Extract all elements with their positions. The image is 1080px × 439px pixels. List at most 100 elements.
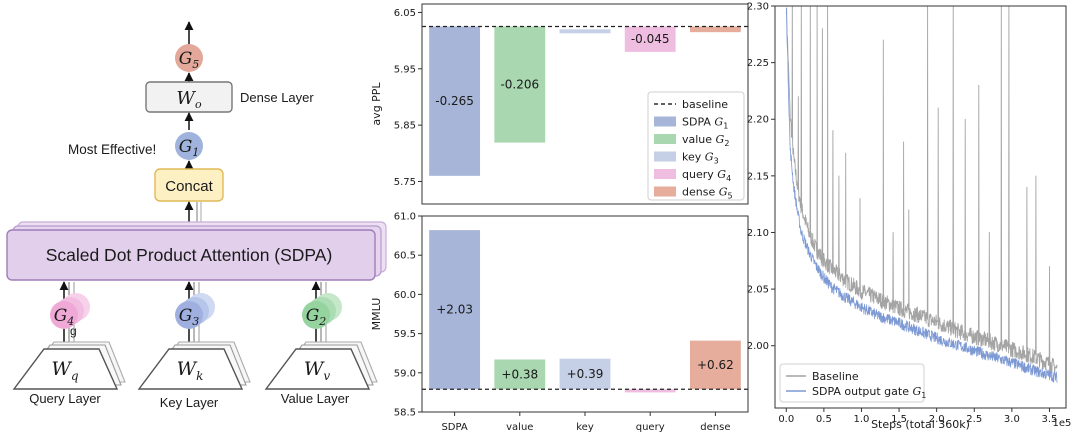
query-layer-label: Query Layer bbox=[29, 391, 101, 406]
y-tick-label-2: 5.95 bbox=[394, 64, 416, 75]
gate-g2-label: G2 bbox=[306, 306, 327, 328]
legend-swatch-5 bbox=[654, 186, 676, 197]
bar-4 bbox=[689, 26, 741, 33]
x-tick-label-0: SDPA bbox=[441, 422, 467, 433]
y-tick-label-1: 5.85 bbox=[394, 121, 416, 132]
concat-label: Concat bbox=[165, 178, 213, 195]
y-tick-label-5: 61.0 bbox=[394, 212, 416, 223]
y-tick-label-3: 6.05 bbox=[394, 8, 416, 19]
x-multiplier-label: 1e5 bbox=[1053, 418, 1072, 429]
bar-2 bbox=[559, 29, 611, 34]
y-tick-label-3: 2.15 bbox=[747, 171, 769, 182]
bar-0 bbox=[429, 230, 481, 390]
gate-g1-circle bbox=[175, 132, 203, 160]
y-tick-label-5: 2.25 bbox=[747, 58, 769, 69]
legend-label-0: Baseline bbox=[812, 370, 859, 383]
bar-2 bbox=[559, 358, 611, 390]
y-axis-label: MMLU bbox=[370, 298, 383, 331]
y-tick-label-0: 2.00 bbox=[747, 341, 769, 352]
legend-swatch-2 bbox=[654, 134, 676, 144]
gate-g4-extra-label: g bbox=[70, 324, 77, 338]
key-layer-label: Key Layer bbox=[160, 395, 219, 410]
legend-label-4: query G4 bbox=[682, 168, 731, 183]
x-tick-label-2: 1.0 bbox=[854, 414, 870, 425]
gate-g3-circle bbox=[175, 301, 203, 329]
wo-label: Wo bbox=[176, 88, 202, 111]
most-effective-label: Most Effective! bbox=[68, 142, 156, 157]
bar-1 bbox=[494, 26, 546, 143]
bar-3 bbox=[624, 26, 676, 52]
legend-label-1: SDPA G1 bbox=[682, 116, 728, 131]
x-tick-label-0: 0.0 bbox=[778, 414, 794, 425]
y-tick-label-6: 2.30 bbox=[747, 2, 769, 13]
wq-label: Wq bbox=[51, 358, 79, 383]
bar-value-label-2: +0.39 bbox=[567, 367, 604, 381]
legend-label-5: dense G5 bbox=[682, 186, 733, 201]
wk-trapezoid bbox=[137, 348, 244, 390]
ppl-bar-chart: -0.265 -0.206 -0.045 5.75 5.85 5.95 6.05 avg PP… bbox=[370, 3, 749, 205]
sdpa-box bbox=[6, 229, 376, 281]
bars-group bbox=[429, 26, 741, 176]
mmlu-bar-chart: +2.03 +0.38 +0.39 +0.62 58.5 59.0 59.5 60.0 60.5… bbox=[370, 212, 749, 433]
axes-frame bbox=[774, 5, 1067, 409]
bar-0 bbox=[429, 26, 481, 176]
x-axis-label: Steps (total 360k) bbox=[871, 418, 970, 431]
legend-swatch-4 bbox=[654, 169, 676, 179]
legend-label-2: value G2 bbox=[682, 133, 729, 148]
legend-swatch-3 bbox=[654, 151, 676, 162]
y-tick-label-1: 59.0 bbox=[394, 368, 416, 379]
legend: baseline SDPA G1 value G2 key G3 query G4 den… bbox=[647, 91, 745, 201]
x-tick-label-7: 3.5 bbox=[1042, 414, 1058, 425]
wo-dense-box bbox=[145, 81, 233, 113]
wv-label: Wv bbox=[304, 358, 331, 383]
y-tick-label-2: 59.5 bbox=[394, 329, 416, 340]
x-tick-label-6: 3.0 bbox=[1004, 414, 1020, 425]
gate-g5-circle bbox=[175, 44, 203, 72]
axes-frame bbox=[421, 3, 749, 205]
bar-value-label-0: -0.265 bbox=[435, 94, 474, 108]
x-tick-label-5: 2.5 bbox=[966, 414, 982, 425]
legend-label-1: SDPA output gate G1 bbox=[812, 385, 926, 400]
x-tick-label-2: key bbox=[576, 422, 594, 433]
y-tick-label-0: 5.75 bbox=[394, 177, 416, 188]
series-line-1 bbox=[785, 7, 1058, 383]
legend-swatch-1 bbox=[654, 116, 676, 127]
y-tick-label-1: 2.05 bbox=[747, 285, 769, 296]
x-tick-label-4: 2.0 bbox=[929, 414, 945, 425]
legend-label-0: baseline bbox=[682, 98, 728, 111]
x-tick-label-3: 1.5 bbox=[891, 414, 907, 425]
lines-group bbox=[785, 6, 1058, 383]
y-tick-label-4: 2.20 bbox=[747, 115, 769, 126]
y-tick-label-4: 60.5 bbox=[394, 251, 416, 262]
y-axis-label: avg PPL bbox=[370, 82, 383, 126]
sdpa-label: Scaled Dot Product Attention (SDPA) bbox=[46, 245, 333, 265]
y-tick-label-0: 58.5 bbox=[394, 408, 416, 419]
gate-g1-label: G1 bbox=[179, 137, 200, 159]
series-line-0 bbox=[785, 6, 1058, 375]
bar-1 bbox=[494, 359, 546, 390]
value-layer-label: Value Layer bbox=[281, 391, 350, 406]
bar-value-label-3: -0.045 bbox=[631, 32, 670, 46]
bar-value-label-0: +2.03 bbox=[436, 303, 473, 317]
bar-value-label-4: +0.62 bbox=[697, 358, 734, 372]
bar-3 bbox=[624, 389, 676, 393]
dense-layer-label: Dense Layer bbox=[240, 90, 314, 105]
loss-line-chart: 2.00 2.05 2.10 2.15 2.20 2.25 2.30 0.0 0.5 1.0 1.5… bbox=[747, 2, 1072, 432]
concat-box bbox=[154, 168, 224, 202]
bar-value-label-1: +0.38 bbox=[501, 367, 538, 381]
legend: Baseline SDPA output gate G1 bbox=[779, 363, 926, 403]
gate-g2-circle bbox=[302, 301, 330, 329]
gate-g4-circle bbox=[50, 301, 78, 329]
bar-4 bbox=[689, 340, 741, 390]
legend-frame bbox=[779, 363, 925, 403]
wq-trapezoid bbox=[12, 348, 119, 390]
gate-g3-label: G3 bbox=[179, 306, 200, 328]
y-tick-label-3: 60.0 bbox=[394, 290, 416, 301]
x-tick-label-4: dense bbox=[700, 422, 730, 433]
wk-label: Wk bbox=[177, 358, 204, 383]
bars-group bbox=[429, 230, 741, 393]
architecture-diagram: G5 Wo Dense Layer G1 Most Effective! Con… bbox=[6, 21, 387, 410]
x-tick-label-1: value bbox=[506, 422, 533, 433]
legend-label-3: key G3 bbox=[682, 151, 719, 166]
